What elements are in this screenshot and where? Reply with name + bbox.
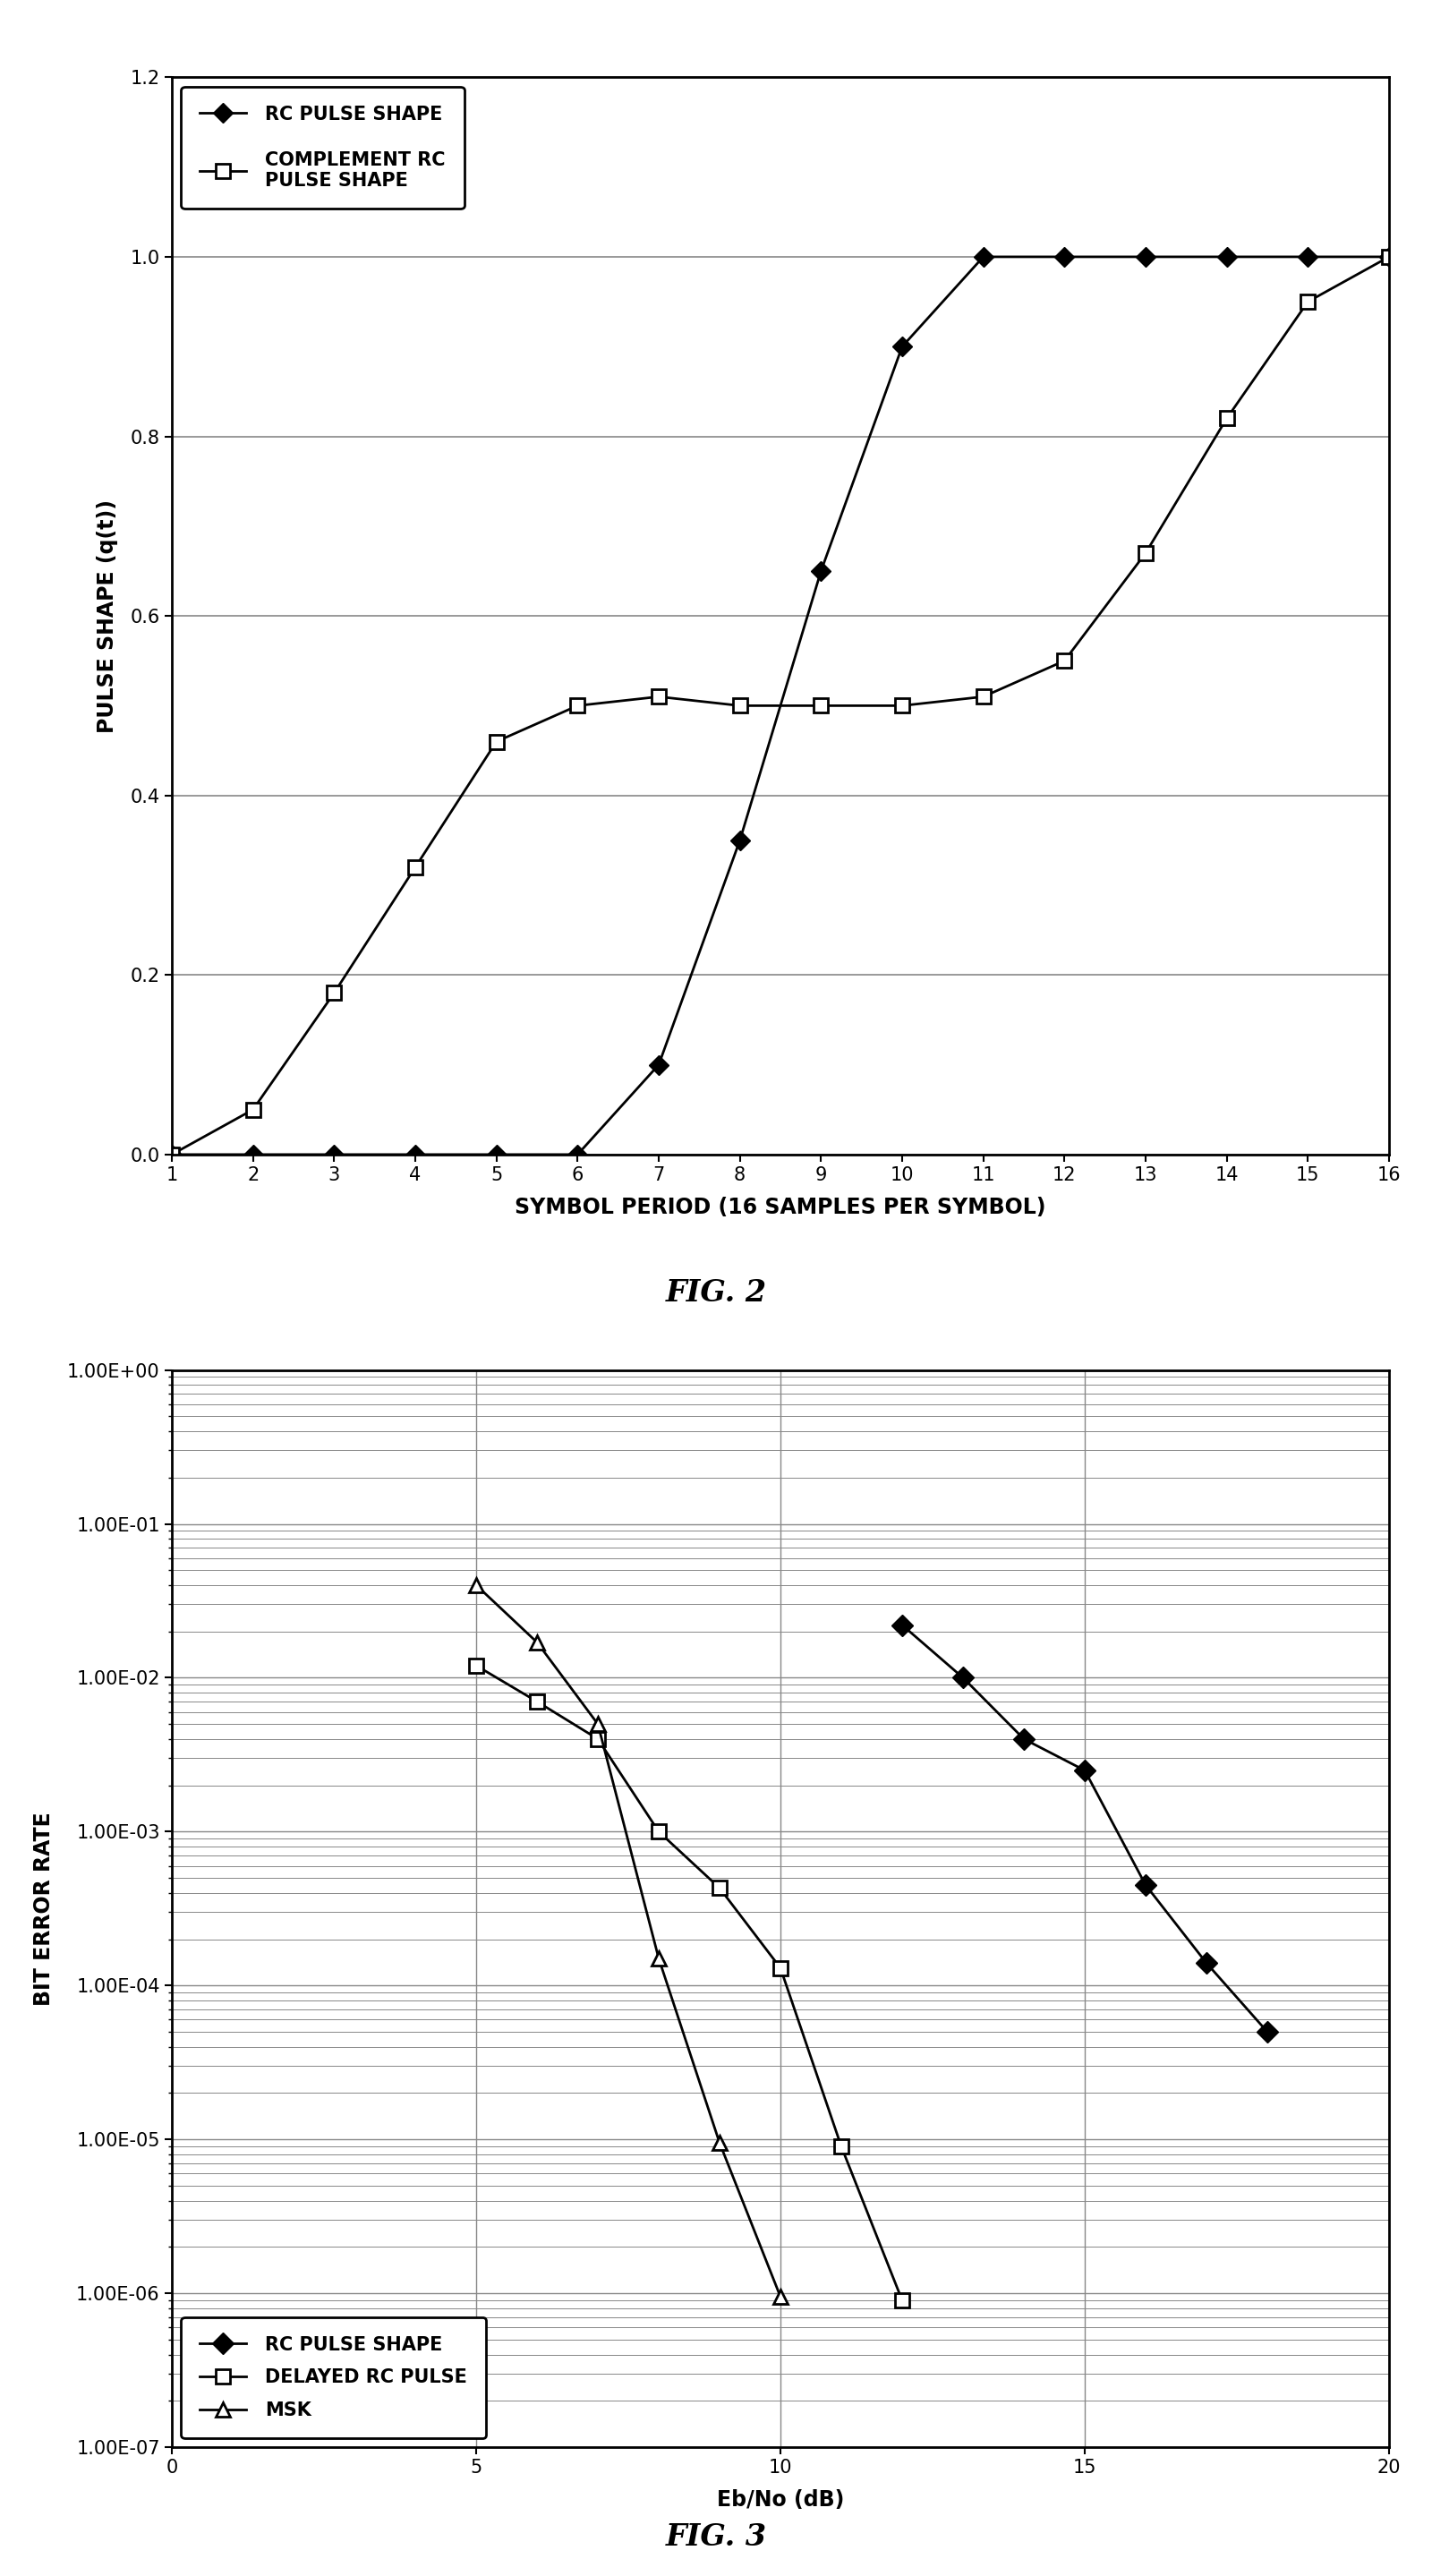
DELAYED RC PULSE [712,1873,729,1904]
Y-axis label: PULSE SHAPE (q(t)): PULSE SHAPE (q(t)) [96,500,117,732]
X-axis label: Eb/No (dB): Eb/No (dB) [717,2488,843,2512]
RC PULSE SHAPE [569,1139,586,1170]
COMPLEMENT RC
PULSE SHAPE [1299,286,1316,317]
COMPLEMENT RC
PULSE SHAPE [1137,538,1154,569]
Y-axis label: BIT ERROR RATE: BIT ERROR RATE [33,1811,54,2007]
DELAYED RC PULSE [894,2285,911,2316]
RC PULSE SHAPE [1137,242,1154,273]
COMPLEMENT RC
PULSE SHAPE [1380,242,1398,273]
RC PULSE SHAPE [1299,242,1316,273]
COMPLEMENT RC
PULSE SHAPE [488,726,505,757]
RC PULSE SHAPE [650,1048,667,1079]
COMPLEMENT RC
PULSE SHAPE [1219,402,1236,433]
COMPLEMENT RC
PULSE SHAPE [407,853,424,884]
DELAYED RC PULSE [772,1953,789,1984]
Line: RC PULSE SHAPE: RC PULSE SHAPE [165,250,1396,1162]
COMPLEMENT RC
PULSE SHAPE [245,1095,262,1126]
DELAYED RC PULSE [528,1687,546,1718]
RC PULSE SHAPE [812,556,829,587]
RC PULSE SHAPE [975,242,992,273]
MSK [528,1628,546,1659]
Line: COMPLEMENT RC
PULSE SHAPE: COMPLEMENT RC PULSE SHAPE [165,250,1396,1162]
COMPLEMENT RC
PULSE SHAPE [163,1139,180,1170]
Text: FIG. 3: FIG. 3 [666,2522,766,2553]
MSK [712,2128,729,2159]
MSK [590,1708,607,1739]
RC PULSE SHAPE [1219,242,1236,273]
RC PULSE SHAPE [163,1139,180,1170]
DELAYED RC PULSE [590,1723,607,1754]
DELAYED RC PULSE [467,1651,484,1682]
COMPLEMENT RC
PULSE SHAPE [569,690,586,721]
COMPLEMENT RC
PULSE SHAPE [812,690,829,721]
X-axis label: SYMBOL PERIOD (16 SAMPLES PER SYMBOL): SYMBOL PERIOD (16 SAMPLES PER SYMBOL) [516,1198,1045,1218]
RC PULSE SHAPE [1015,1723,1032,1754]
COMPLEMENT RC
PULSE SHAPE [325,976,342,1007]
MSK [772,2282,789,2313]
MSK [467,1569,484,1600]
Legend: RC PULSE SHAPE, COMPLEMENT RC
PULSE SHAPE: RC PULSE SHAPE, COMPLEMENT RC PULSE SHAP… [182,88,464,209]
Line: MSK: MSK [468,1577,788,2303]
RC PULSE SHAPE [1137,1870,1154,1901]
Text: FIG. 2: FIG. 2 [666,1278,766,1309]
RC PULSE SHAPE [1197,1947,1214,1978]
Legend: RC PULSE SHAPE, DELAYED RC PULSE, MSK: RC PULSE SHAPE, DELAYED RC PULSE, MSK [182,2316,485,2437]
COMPLEMENT RC
PULSE SHAPE [650,680,667,711]
RC PULSE SHAPE [1055,242,1073,273]
DELAYED RC PULSE [650,1816,667,1847]
RC PULSE SHAPE [894,332,911,363]
COMPLEMENT RC
PULSE SHAPE [732,690,749,721]
RC PULSE SHAPE [1259,2017,1276,2048]
DELAYED RC PULSE [833,2130,851,2161]
COMPLEMENT RC
PULSE SHAPE [1055,647,1073,677]
COMPLEMENT RC
PULSE SHAPE [975,680,992,711]
RC PULSE SHAPE [325,1139,342,1170]
RC PULSE SHAPE [407,1139,424,1170]
RC PULSE SHAPE [1380,242,1398,273]
Line: RC PULSE SHAPE: RC PULSE SHAPE [895,1618,1274,2040]
MSK [650,1942,667,1973]
RC PULSE SHAPE [894,1610,911,1641]
RC PULSE SHAPE [1077,1754,1094,1785]
Line: DELAYED RC PULSE: DELAYED RC PULSE [468,1659,909,2308]
RC PULSE SHAPE [488,1139,505,1170]
RC PULSE SHAPE [954,1662,971,1692]
RC PULSE SHAPE [732,824,749,855]
COMPLEMENT RC
PULSE SHAPE [894,690,911,721]
RC PULSE SHAPE [245,1139,262,1170]
